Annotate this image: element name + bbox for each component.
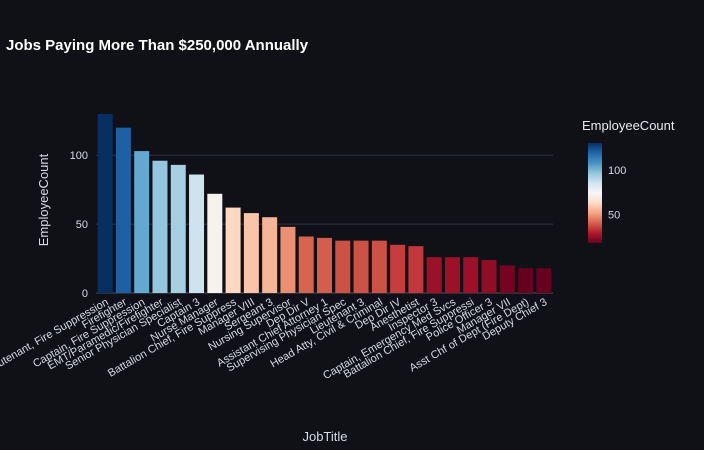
bar [444, 257, 460, 293]
bar [97, 113, 113, 293]
bars [97, 113, 552, 294]
bar [298, 236, 314, 293]
y-tick-label: 0 [82, 288, 88, 300]
bar [499, 265, 515, 293]
chart-title: Jobs Paying More Than $250,000 Annually [6, 37, 309, 54]
y-tick-label: 100 [70, 150, 88, 162]
bar [390, 244, 406, 293]
x-axis-title: JobTitle [302, 429, 347, 444]
colorbar-tick-label: 100 [608, 165, 626, 177]
y-axis-title: EmployeeCount [36, 153, 51, 246]
bar [353, 240, 369, 293]
bar [371, 240, 387, 293]
bar [463, 257, 479, 293]
colorbar-title: EmployeeCount [582, 118, 675, 133]
bar [408, 246, 424, 293]
bar [243, 213, 259, 293]
bar [317, 237, 332, 293]
bar [426, 257, 442, 293]
bar [152, 160, 168, 293]
y-tick-label: 50 [76, 219, 88, 231]
bar [189, 174, 205, 293]
bar [481, 259, 497, 293]
bar [536, 268, 552, 293]
colorbar [588, 143, 602, 243]
bar [134, 151, 150, 293]
colorbar-tick-label: 50 [608, 209, 620, 221]
bar [225, 207, 241, 293]
bar [335, 240, 351, 293]
y-axis-ticks: 0 50 100 [70, 150, 88, 300]
bar [115, 127, 131, 294]
bar [170, 164, 186, 293]
bar [280, 226, 296, 293]
bar [518, 268, 534, 293]
bar [262, 217, 278, 293]
bar [207, 193, 223, 293]
colorbar-ticks: 50 100 [608, 165, 626, 222]
